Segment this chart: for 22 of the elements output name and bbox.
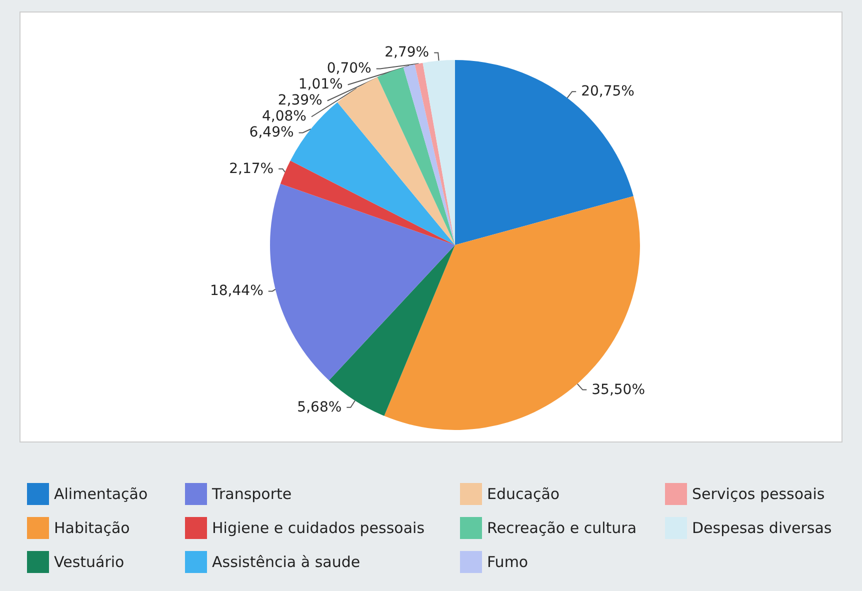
legend-label: Serviços pessoais (692, 485, 825, 503)
data-label: 35,50% (592, 382, 646, 398)
legend-label: Habitação (54, 519, 130, 537)
data-label: 2,39% (278, 92, 322, 109)
data-label: 2,17% (229, 160, 274, 177)
data-label: 2,79% (384, 44, 430, 61)
legend-label: Alimentação (54, 485, 148, 503)
legend-label: Assistência à saude (212, 553, 360, 571)
data-label: 1,01% (298, 76, 343, 93)
legend-label: Vestuário (54, 553, 124, 571)
legend-label: Transporte (211, 485, 292, 503)
legend-label: Higiene e cuidados pessoais (212, 519, 425, 537)
data-label: 18,44% (210, 283, 264, 300)
data-label: 0,70% (326, 60, 372, 77)
legend-label: Educação (487, 485, 560, 503)
data-label: 4,08% (262, 108, 306, 125)
legend-label: Fumo (487, 553, 528, 571)
legend-label: Recreação e cultura (487, 519, 637, 537)
data-label: 6,49% (249, 124, 294, 141)
legend-label: Despesas diversas (692, 519, 832, 537)
data-label: 20,75% (581, 84, 634, 100)
data-label: 5,68% (297, 399, 342, 416)
